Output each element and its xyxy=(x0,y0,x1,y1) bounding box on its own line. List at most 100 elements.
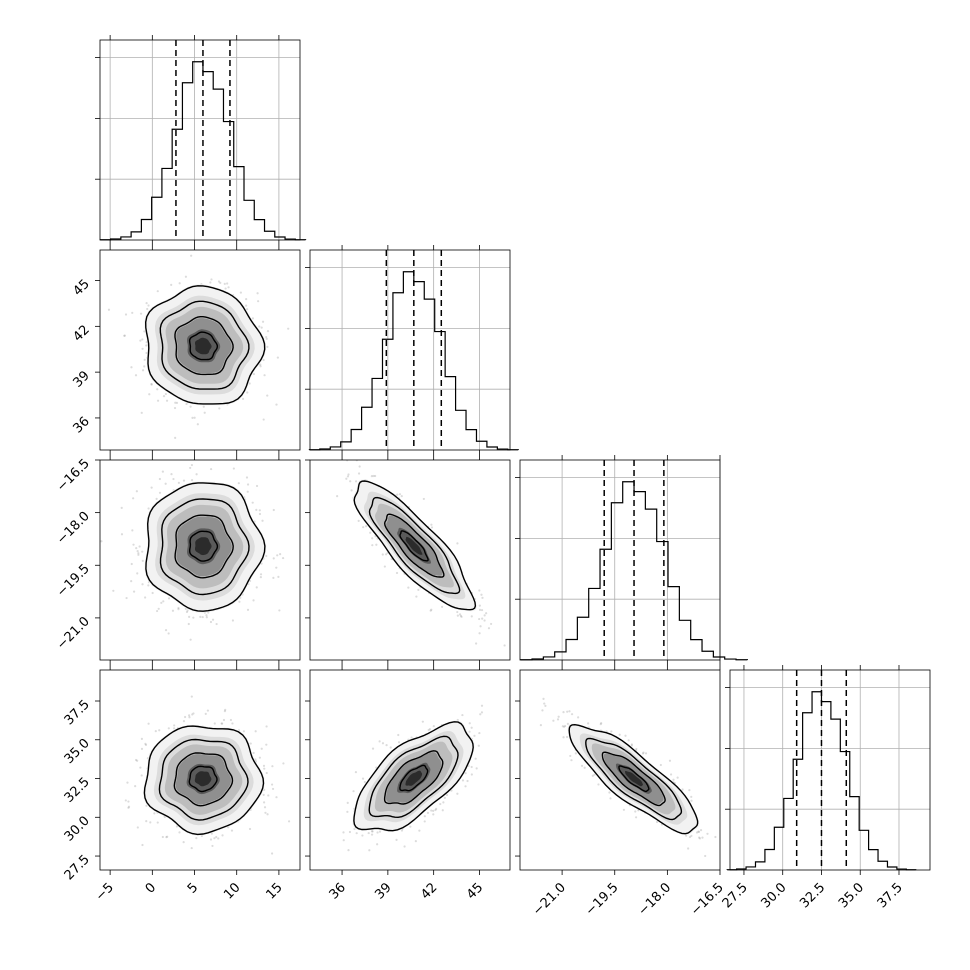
scatter-point xyxy=(127,800,130,803)
scatter-point xyxy=(458,613,462,616)
scatter-point xyxy=(127,806,130,809)
scatter-point xyxy=(397,733,400,737)
scatter-point xyxy=(189,638,192,641)
y-tick-label-3-2: 32.5 xyxy=(62,775,93,806)
scatter-point xyxy=(544,704,547,707)
scatter-point xyxy=(221,834,224,837)
scatter-point xyxy=(140,774,143,777)
scatter-point xyxy=(699,829,703,832)
scatter-point xyxy=(210,832,213,835)
panel-content xyxy=(539,697,717,858)
scatter-point xyxy=(389,746,392,749)
scatter-point xyxy=(220,722,224,725)
scatter-point xyxy=(267,794,270,797)
density-shade xyxy=(405,536,423,555)
contour-2 xyxy=(159,300,250,390)
scatter-point xyxy=(262,801,266,804)
scatter-point xyxy=(134,758,138,762)
scatter-point xyxy=(697,830,701,833)
scatter-point xyxy=(562,736,565,739)
scatter-point xyxy=(685,834,688,837)
contour-0 xyxy=(188,765,218,793)
scatter-point xyxy=(144,596,147,599)
scatter-point xyxy=(262,418,265,421)
scatter-point xyxy=(427,728,430,732)
contour-1 xyxy=(174,514,234,579)
scatter-point xyxy=(400,829,404,832)
scatter-point xyxy=(681,788,684,791)
y-tick-label-1-1: 39 xyxy=(71,368,93,390)
scatter-point xyxy=(423,815,426,818)
scatter-point xyxy=(687,847,690,850)
scatter-point xyxy=(370,830,374,833)
scatter-point xyxy=(468,730,471,733)
scatter-point xyxy=(470,765,473,769)
scatter-point xyxy=(230,829,234,832)
scatter-point xyxy=(543,702,546,705)
scatter-point xyxy=(475,642,478,645)
y-tick-label-3-3: 35.0 xyxy=(62,736,93,767)
scatter-point xyxy=(434,808,437,812)
scatter-point xyxy=(238,600,241,603)
scatter-point xyxy=(205,616,208,619)
scatter-point xyxy=(227,286,230,289)
scatter-point xyxy=(192,616,195,619)
y-tick-label-2-0: −21.0 xyxy=(54,614,93,653)
scatter-point xyxy=(174,401,177,404)
scatter-point xyxy=(162,600,165,603)
scatter-point xyxy=(131,311,134,314)
scatter-point xyxy=(173,724,176,727)
scatter-point xyxy=(277,575,280,578)
scatter-point xyxy=(140,411,143,414)
density-shade xyxy=(194,771,212,787)
scatter-point xyxy=(466,779,469,783)
scatter-point xyxy=(196,423,199,426)
scatter-point xyxy=(150,383,153,386)
scatter-point xyxy=(127,805,131,808)
scatter-point xyxy=(697,830,700,833)
scatter-point xyxy=(141,583,144,586)
scatter-point xyxy=(157,607,160,610)
scatter-point xyxy=(470,615,473,618)
scatter-point xyxy=(422,497,425,501)
scatter-point xyxy=(170,283,173,287)
scatter-point xyxy=(245,304,248,307)
scatter-point xyxy=(186,609,189,612)
scatter-point xyxy=(120,506,123,510)
scatter-point xyxy=(123,334,126,337)
scatter-point xyxy=(371,537,374,540)
scatter-point xyxy=(456,610,459,614)
scatter-point xyxy=(266,813,269,816)
contour-1 xyxy=(173,752,234,807)
scatter-point xyxy=(410,736,413,739)
scatter-point xyxy=(211,844,214,848)
scatter-point xyxy=(542,697,545,700)
scatter-point xyxy=(137,552,140,555)
scatter-point xyxy=(156,609,159,613)
scatter-point xyxy=(417,588,420,591)
scatter-point xyxy=(195,473,198,476)
scatter-point xyxy=(185,402,188,406)
scatter-point xyxy=(171,609,175,612)
scatter-point xyxy=(352,790,355,793)
scatter-point xyxy=(570,759,573,762)
scatter-point xyxy=(182,720,186,723)
scatter-point xyxy=(468,722,471,725)
panel-frame xyxy=(519,669,721,871)
scatter-point xyxy=(191,416,194,419)
scatter-point xyxy=(246,483,250,486)
scatter-point xyxy=(259,575,262,579)
scatter-point xyxy=(150,486,153,489)
scatter-point xyxy=(223,282,226,285)
contour-2 xyxy=(158,738,249,821)
scatter-point xyxy=(483,614,486,617)
scatter-point xyxy=(222,718,226,722)
scatter-point xyxy=(342,839,345,842)
scatter-point xyxy=(143,330,146,333)
contour-2 xyxy=(368,735,459,819)
scatter-point xyxy=(346,475,350,478)
x-tick-label-0-1: 0 xyxy=(143,880,159,896)
scatter-point xyxy=(456,542,459,545)
scatter-point xyxy=(136,826,139,829)
scatter-point xyxy=(456,614,459,617)
